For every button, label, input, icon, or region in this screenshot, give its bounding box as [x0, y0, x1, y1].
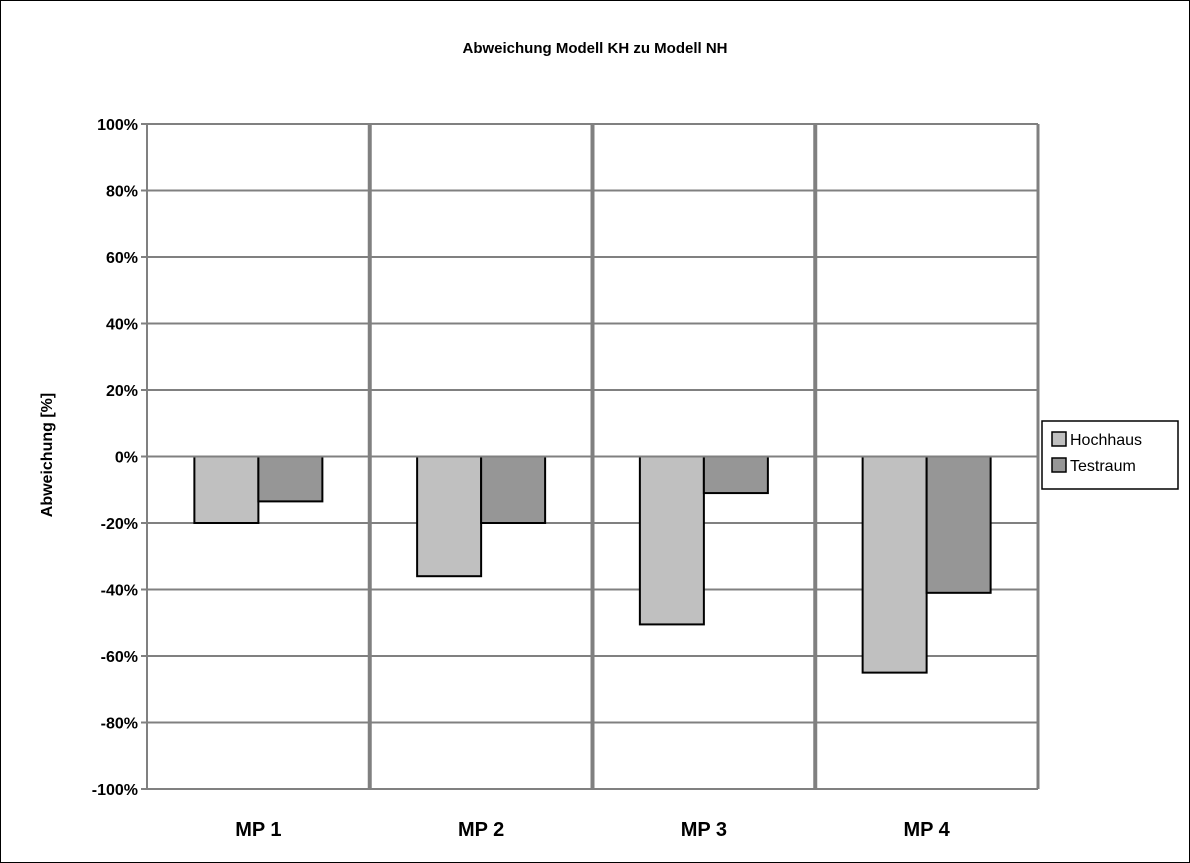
axes: [141, 123, 1038, 790]
bar-hochhaus-2: [416, 455, 483, 578]
legend-label: Hochhaus: [1070, 432, 1142, 449]
bar-testraum-2: [480, 455, 547, 524]
y-tick-label: 40%: [106, 317, 138, 334]
legend-swatch: [1051, 431, 1067, 447]
y-tick-label: 60%: [106, 250, 138, 267]
legend-swatch: [1051, 457, 1067, 473]
bar-testraum-1: [257, 455, 324, 503]
y-tick-label: 20%: [106, 383, 138, 400]
y-tick-labels: 100% 80% 60% 40% 20% 0% -20% -40% -60% -80% -100%: [92, 117, 138, 799]
y-axis-label: Abweichung [%]: [39, 393, 56, 517]
x-tick-label: MP 3: [681, 819, 727, 841]
bar-testraum-4: [925, 455, 992, 594]
y-tick-label: 0%: [115, 450, 138, 467]
bar-testraum-3: [702, 455, 769, 495]
bar-hochhaus-1: [193, 455, 260, 524]
y-tick-label: 100%: [97, 117, 138, 134]
y-tick-label: -100%: [92, 782, 138, 799]
y-tick-label: -20%: [101, 516, 138, 533]
legend-label: Testraum: [1070, 458, 1136, 475]
bars: [193, 455, 992, 674]
chart-title: Abweichung Modell KH zu Modell NH: [463, 40, 728, 57]
y-tick-label: -40%: [101, 583, 138, 600]
bar-hochhaus-4: [861, 455, 928, 674]
y-tick-label: 80%: [106, 184, 138, 201]
x-tick-labels: MP 1 MP 2 MP 3 MP 4: [235, 819, 950, 841]
x-tick-label: MP 4: [903, 819, 950, 841]
y-tick-label: -60%: [101, 649, 138, 666]
legend: Hochhaus Testraum: [1041, 420, 1179, 490]
bar-hochhaus-3: [638, 455, 705, 626]
x-tick-label: MP 1: [235, 819, 281, 841]
x-tick-label: MP 2: [458, 819, 504, 841]
y-tick-label: -80%: [101, 716, 138, 733]
